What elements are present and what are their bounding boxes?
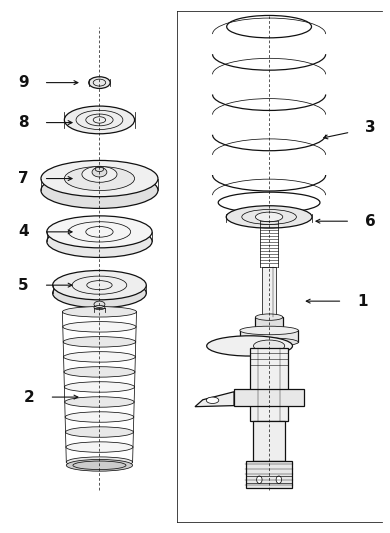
Ellipse shape <box>53 278 146 308</box>
Text: 9: 9 <box>18 75 29 90</box>
Ellipse shape <box>66 427 133 437</box>
Text: 6: 6 <box>365 214 376 229</box>
Circle shape <box>257 476 262 483</box>
Text: 2: 2 <box>24 390 35 405</box>
Ellipse shape <box>255 327 283 334</box>
Ellipse shape <box>226 206 312 228</box>
Text: 3: 3 <box>365 120 376 135</box>
Ellipse shape <box>240 326 298 335</box>
Bar <box>250 348 288 421</box>
Ellipse shape <box>255 212 283 222</box>
Ellipse shape <box>66 457 133 467</box>
Ellipse shape <box>86 114 113 126</box>
Bar <box>253 421 285 461</box>
Ellipse shape <box>206 397 219 403</box>
Ellipse shape <box>63 321 136 332</box>
Ellipse shape <box>94 301 105 308</box>
Bar <box>246 461 292 488</box>
Ellipse shape <box>47 225 152 257</box>
Ellipse shape <box>41 172 158 208</box>
Bar <box>255 317 283 330</box>
Ellipse shape <box>82 166 117 182</box>
Ellipse shape <box>62 306 136 317</box>
Text: 7: 7 <box>18 171 29 186</box>
Ellipse shape <box>255 314 283 320</box>
Polygon shape <box>195 392 234 407</box>
Text: 4: 4 <box>18 224 29 239</box>
Ellipse shape <box>65 397 134 407</box>
Ellipse shape <box>41 160 158 197</box>
Ellipse shape <box>65 412 134 422</box>
Bar <box>262 266 276 317</box>
Ellipse shape <box>86 227 113 237</box>
Ellipse shape <box>66 442 133 453</box>
Ellipse shape <box>240 338 298 346</box>
Bar <box>240 330 298 342</box>
Ellipse shape <box>64 352 135 362</box>
Text: 8: 8 <box>18 115 29 130</box>
Text: 1: 1 <box>358 294 368 309</box>
Ellipse shape <box>53 271 146 300</box>
Bar <box>234 389 304 406</box>
Text: 5: 5 <box>18 278 29 293</box>
Ellipse shape <box>254 340 285 352</box>
Circle shape <box>276 476 282 483</box>
Ellipse shape <box>66 459 133 471</box>
Ellipse shape <box>63 337 136 347</box>
Ellipse shape <box>64 367 135 377</box>
Ellipse shape <box>207 336 292 356</box>
Ellipse shape <box>47 216 152 248</box>
Ellipse shape <box>64 106 135 134</box>
Ellipse shape <box>92 167 107 177</box>
Ellipse shape <box>87 280 112 290</box>
Ellipse shape <box>89 77 110 88</box>
Ellipse shape <box>64 166 135 191</box>
Ellipse shape <box>64 382 135 392</box>
